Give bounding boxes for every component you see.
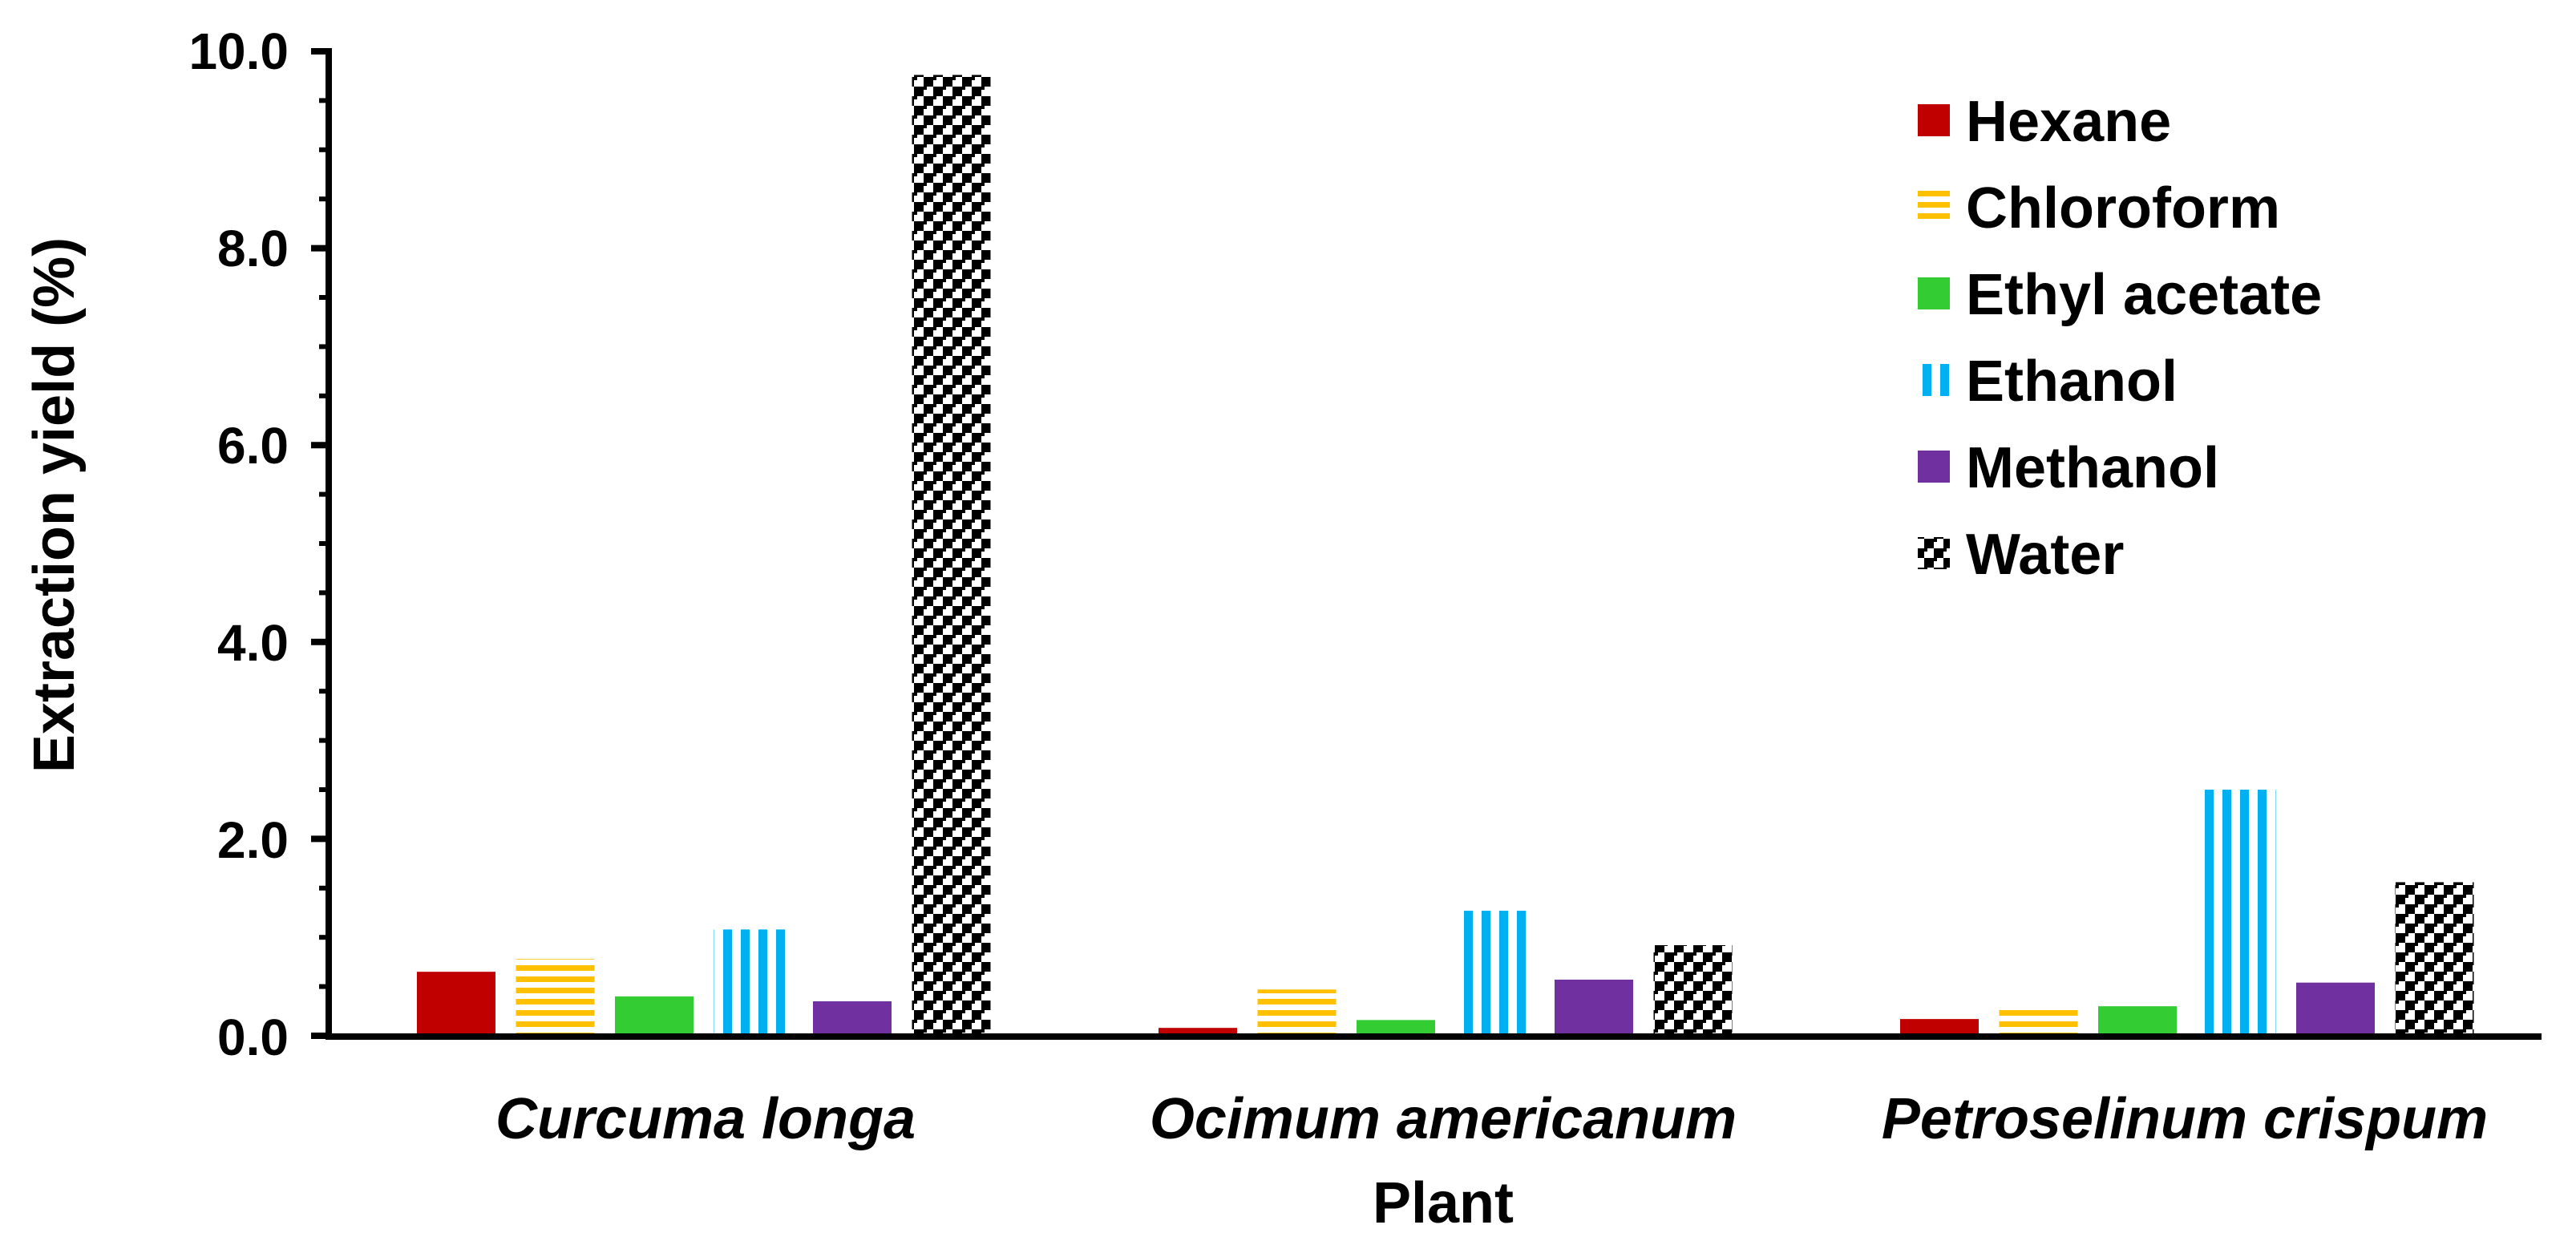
bar-chloroform [516,959,595,1036]
bar-ethanol [1455,911,1535,1036]
y-tick-label: 4.0 [217,614,289,672]
legend-swatch-chloroform [1918,191,1950,223]
y-tick-label: 10.0 [188,22,289,80]
legend-swatch-methanol [1918,451,1950,483]
bar-hexane [1900,1019,1979,1036]
legend-label-water: Water [1966,523,2124,587]
legend-swatch-hexane [1918,104,1950,136]
y-axis-title: Extraction yield (%) [22,237,87,773]
legend-label-chloroform: Chloroform [1966,176,2280,241]
bar-water [912,75,991,1036]
y-tick-label: 6.0 [217,417,289,475]
legend-label-methanol: Methanol [1966,436,2219,500]
legend-label-ethanol: Ethanol [1966,350,2178,414]
x-category-label: Petroselinum crispum [1882,1087,2488,1151]
bar-ethyl-acetate [615,996,694,1036]
legend-label-hexane: Hexane [1966,90,2171,154]
bar-chloroform [1257,989,1337,1036]
bar-ethanol [714,929,793,1036]
legend-swatch-ethyl-acetate [1918,277,1950,309]
bar-hexane [1159,1028,1237,1036]
x-category-label: Ocimum americanum [1150,1087,1737,1151]
x-category-label: Curcuma longa [495,1087,916,1151]
bar-ethanol [2197,790,2276,1036]
legend: Hexane Chloroform Ethyl acetate Ethanol … [1918,90,2322,587]
bar-methanol [1555,980,1633,1036]
bars-group [417,75,2474,1036]
bar-water [1653,945,1733,1036]
y-tick-label: 8.0 [217,220,289,277]
bar-chloroform [1999,1009,2078,1036]
legend-label-ethyl-acetate: Ethyl acetate [1966,263,2322,327]
legend-swatch-ethanol [1918,364,1950,396]
bar-water [2395,882,2474,1036]
x-axis-title: Plant [1373,1171,1514,1235]
bar-ethyl-acetate [1357,1020,1435,1036]
y-tick-label: 2.0 [217,811,289,869]
bar-ethyl-acetate [2098,1006,2177,1036]
legend-swatch-water [1918,537,1950,569]
bar-hexane [417,972,495,1036]
bar-methanol [2296,982,2375,1036]
y-ticks-group [311,48,329,1039]
bar-methanol [813,1001,892,1036]
y-tick-label: 0.0 [217,1009,289,1066]
